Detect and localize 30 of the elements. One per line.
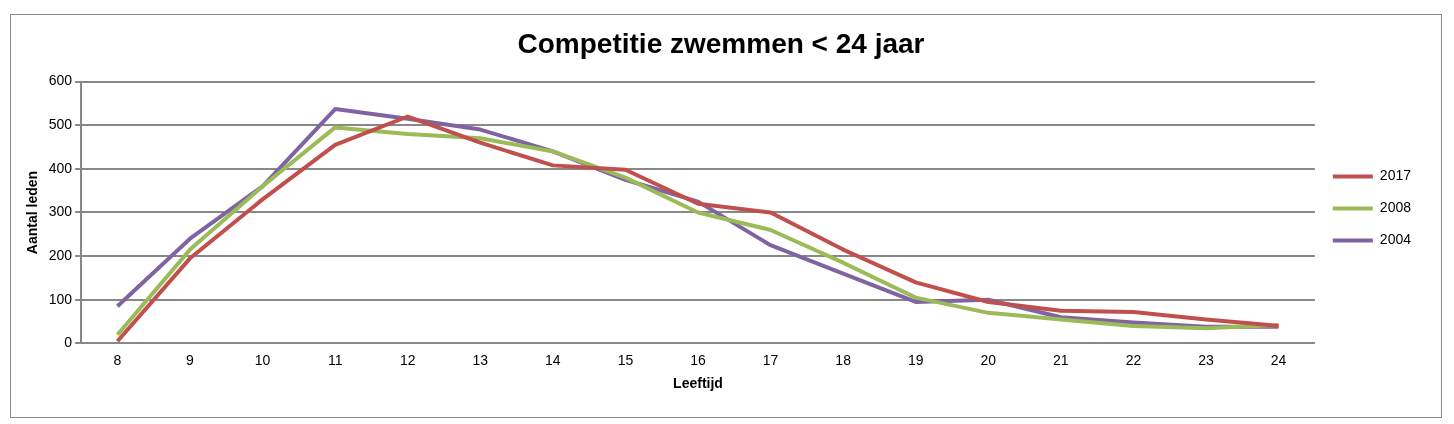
x-tick-label: 14 bbox=[545, 351, 561, 368]
x-tick-label: 22 bbox=[1125, 351, 1142, 368]
legend-label: 2008 bbox=[1379, 199, 1412, 216]
x-tick-label: 8 bbox=[113, 351, 122, 368]
y-tick-label: 100 bbox=[48, 290, 73, 307]
x-tick-label: 9 bbox=[186, 351, 195, 368]
x-tick-label: 16 bbox=[690, 351, 706, 368]
x-tick-label: 17 bbox=[762, 351, 779, 368]
legend-label: 2004 bbox=[1379, 231, 1412, 248]
chart-title: Competitie zwemmen < 24 jaar bbox=[517, 27, 925, 59]
y-tick-label: 500 bbox=[48, 116, 73, 133]
y-axis-title: Aantal leden bbox=[24, 170, 41, 255]
x-tick-label: 21 bbox=[1053, 351, 1069, 368]
x-tick-label: 13 bbox=[472, 351, 489, 368]
x-tick-label: 10 bbox=[254, 351, 271, 368]
x-tick-label: 20 bbox=[980, 351, 997, 368]
x-tick-label: 15 bbox=[617, 351, 634, 368]
x-tick-label: 19 bbox=[907, 351, 924, 368]
y-tick-label: 200 bbox=[48, 246, 73, 263]
x-tick-label: 18 bbox=[835, 351, 852, 368]
y-tick-label: 0 bbox=[64, 334, 73, 351]
x-tick-label: 12 bbox=[399, 351, 416, 368]
y-tick-label: 600 bbox=[48, 72, 73, 89]
y-tick-label: 400 bbox=[48, 159, 73, 176]
y-tick-label: 300 bbox=[48, 203, 73, 220]
x-tick-label: 24 bbox=[1270, 351, 1287, 368]
x-tick-label: 11 bbox=[327, 351, 343, 368]
x-axis-title: Leeftijd bbox=[673, 375, 723, 392]
x-tick-label: 23 bbox=[1198, 351, 1214, 368]
legend-label: 2017 bbox=[1379, 167, 1412, 184]
